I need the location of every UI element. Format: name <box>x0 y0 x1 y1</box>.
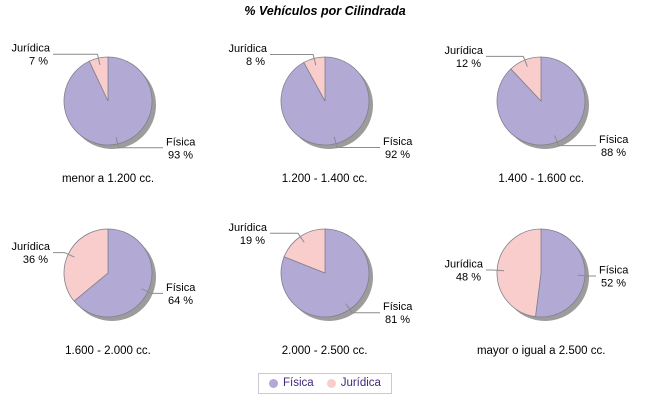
label-leader-line <box>53 53 101 66</box>
pie-panel-1: Física 93 % Jurídica 7 % menor a 1.200 cc. <box>0 22 216 194</box>
pie-slice-juridica[interactable] <box>496 228 542 318</box>
slice-label-name-fisica: Física <box>166 282 196 294</box>
label-leader-line <box>554 135 597 147</box>
category-label-4: 1.600 - 2.000 cc. <box>65 345 151 357</box>
label-leader-line <box>53 252 75 258</box>
slice-label-name-fisica: Física <box>383 301 413 313</box>
legend-row: Física Jurídica <box>0 373 650 394</box>
pie-panel-3: Física 88 % Jurídica 12 % 1.400 - 1.600 cc. <box>433 22 649 194</box>
slice-label-value-fisica: 92 % <box>385 149 410 161</box>
pie-panel-4: Física 64 % Jurídica 36 % 1.600 - 2.000 cc. <box>0 194 216 366</box>
slice-label-name-juridica: Jurídica <box>228 43 267 55</box>
legend-item-juridica[interactable]: Jurídica <box>326 377 381 389</box>
pie-panel-2: Física 92 % Jurídica 8 % 1.200 - 1.400 cc. <box>217 22 433 194</box>
slice-label-value-juridica: 19 % <box>240 235 265 247</box>
pie-panel-5: Física 81 % Jurídica 19 % 2.000 - 2.500 cc. <box>217 194 433 366</box>
legend-label-juridica: Jurídica <box>340 377 381 389</box>
label-leader-line <box>269 232 305 243</box>
slice-label-name-fisica: Física <box>599 265 629 277</box>
pie-grid: Física 93 % Jurídica 7 % menor a 1.200 cc. Fí… <box>0 22 650 366</box>
category-label-3: 1.400 - 1.600 cc. <box>498 173 585 185</box>
category-label-5: 2.000 - 2.500 cc. <box>281 345 368 357</box>
slice-label-name-juridica: Jurídica <box>445 45 484 57</box>
legend: Física Jurídica <box>258 373 392 394</box>
slice-label-value-fisica: 52 % <box>601 278 626 290</box>
label-leader-line <box>486 269 505 272</box>
slice-label-value-juridica: 48 % <box>456 272 481 284</box>
label-leader-line <box>578 274 597 277</box>
slice-label-name-fisica: Física <box>599 134 629 146</box>
category-label-1: menor a 1.200 cc. <box>61 173 155 185</box>
label-leader-line <box>333 136 380 148</box>
label-leader-line <box>115 136 163 149</box>
legend-item-fisica[interactable]: Física <box>269 377 314 389</box>
slice-label-name-juridica: Jurídica <box>11 241 50 253</box>
slice-label-value-fisica: 88 % <box>601 147 626 159</box>
slice-label-value-juridica: 36 % <box>23 254 48 266</box>
label-leader-line <box>269 54 316 66</box>
legend-marker-fisica-icon <box>269 378 279 388</box>
slice-label-value-juridica: 12 % <box>456 58 481 70</box>
chart-title: % Vehículos por Cilindrada <box>244 4 406 18</box>
slice-label-value-juridica: 7 % <box>29 56 48 68</box>
slice-label-value-fisica: 81 % <box>385 314 410 326</box>
slice-label-name-fisica: Física <box>166 136 196 148</box>
slice-label-name-juridica: Jurídica <box>445 259 484 271</box>
slice-label-value-fisica: 64 % <box>168 295 193 307</box>
category-label-2: 1.200 - 1.400 cc. <box>281 173 368 185</box>
legend-marker-juridica-icon <box>326 378 336 388</box>
label-leader-line <box>344 303 380 314</box>
legend-label-fisica: Física <box>283 377 314 389</box>
category-label-6: mayor o igual a 2.500 cc. <box>476 345 606 357</box>
slice-label-name-fisica: Física <box>383 136 413 148</box>
label-leader-line <box>141 288 163 294</box>
slice-label-name-juridica: Jurídica <box>11 43 50 55</box>
slice-label-name-juridica: Jurídica <box>228 222 267 234</box>
pie-panel-6: Física 52 % Jurídica 48 % mayor o igual a 2.… <box>433 194 649 366</box>
slice-label-value-fisica: 93 % <box>168 149 193 161</box>
slice-label-value-juridica: 8 % <box>246 56 265 68</box>
label-leader-line <box>486 55 529 67</box>
